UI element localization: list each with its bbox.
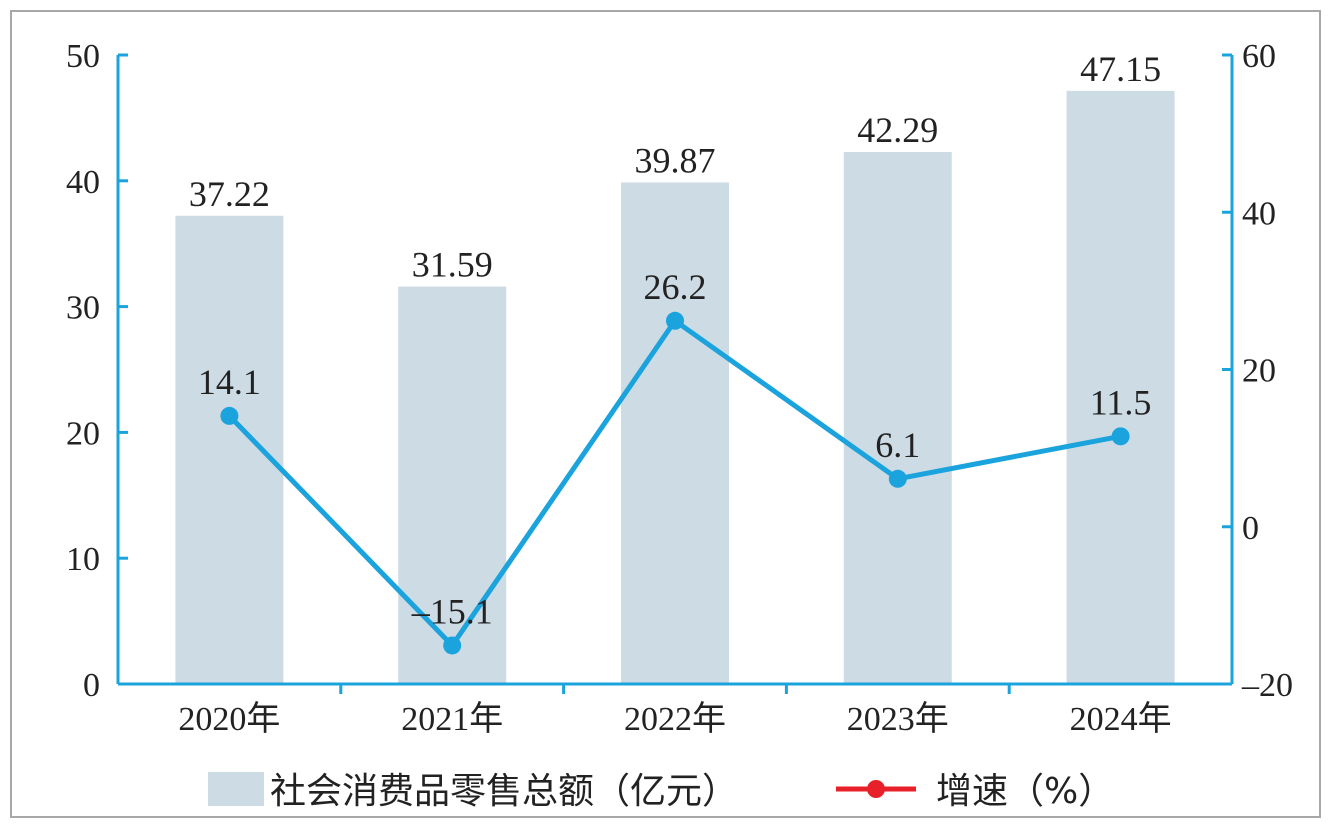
growth-point-2022年 [666,311,684,330]
bar-2021年 [398,286,507,684]
axes-layer: 0 10 20 30 40 50 –20 0 20 40 60 2020年 2021年 2022年 2023… [66,38,1293,738]
legend: 社会消费品零售总额（亿元） 增速（%） [208,771,1114,812]
growth-point-2023年 [888,469,907,488]
growth-point-2021年 [443,636,462,655]
bar-value-label: 39.87 [635,140,716,180]
y-right-tick-label: 20 [1242,353,1276,390]
y-right-tick-label: –20 [1241,667,1293,704]
x-tick-label: 2021年 [401,700,503,738]
bar-2024年 [1066,90,1175,684]
growth-value-label: –15.1 [411,591,493,631]
bar-2020年 [175,215,284,684]
x-tick-label: 2023年 [847,700,949,738]
x-tick-label: 2020年 [178,700,280,738]
labels-layer: 37.22 31.59 39.87 42.29 47.15 14.1 –15.1 26.2 6.… [189,49,1161,632]
legend-bar-swatch [208,772,264,806]
bars-layer [175,90,1175,684]
growth-point-2024年 [1111,427,1130,446]
growth-value-label: 26.2 [644,267,707,307]
y-right-tick-label: 60 [1242,38,1276,75]
y-left-tick-label: 20 [66,415,100,452]
bar-value-label: 37.22 [189,174,270,214]
legend-line-label: 增速（%） [936,771,1114,812]
y-left-tick-label: 10 [66,541,100,578]
legend-line-marker [867,780,885,798]
bar-value-label: 47.15 [1080,49,1161,89]
bar-value-label: 42.29 [857,110,938,150]
growth-value-label: 14.1 [198,362,261,402]
y-left-tick-label: 30 [66,290,100,327]
growth-point-2020年 [220,406,239,425]
x-tick-label: 2022年 [624,700,726,738]
bar-2022年 [621,182,729,684]
y-right-tick-label: 0 [1242,510,1259,547]
y-left-tick-label: 0 [83,667,100,704]
bar-value-label: 31.59 [412,245,493,285]
legend-bar-label: 社会消费品零售总额（亿元） [270,771,738,812]
y-left-tick-label: 50 [66,38,100,75]
x-tick-label: 2024年 [1070,700,1172,738]
y-right-tick-label: 40 [1242,195,1276,232]
growth-value-label: 6.1 [875,425,920,465]
line-layer [220,311,1130,655]
bar-2023年 [843,151,952,684]
y-left-tick-label: 40 [66,164,100,201]
growth-value-label: 11.5 [1090,382,1152,422]
